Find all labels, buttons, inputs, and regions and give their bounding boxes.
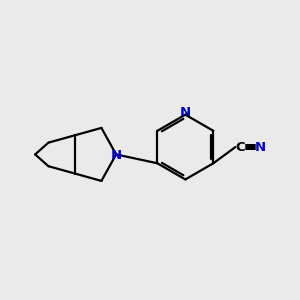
Text: N: N bbox=[180, 106, 191, 119]
Text: N: N bbox=[255, 141, 266, 154]
Text: C: C bbox=[235, 141, 244, 154]
Text: N: N bbox=[111, 149, 122, 162]
